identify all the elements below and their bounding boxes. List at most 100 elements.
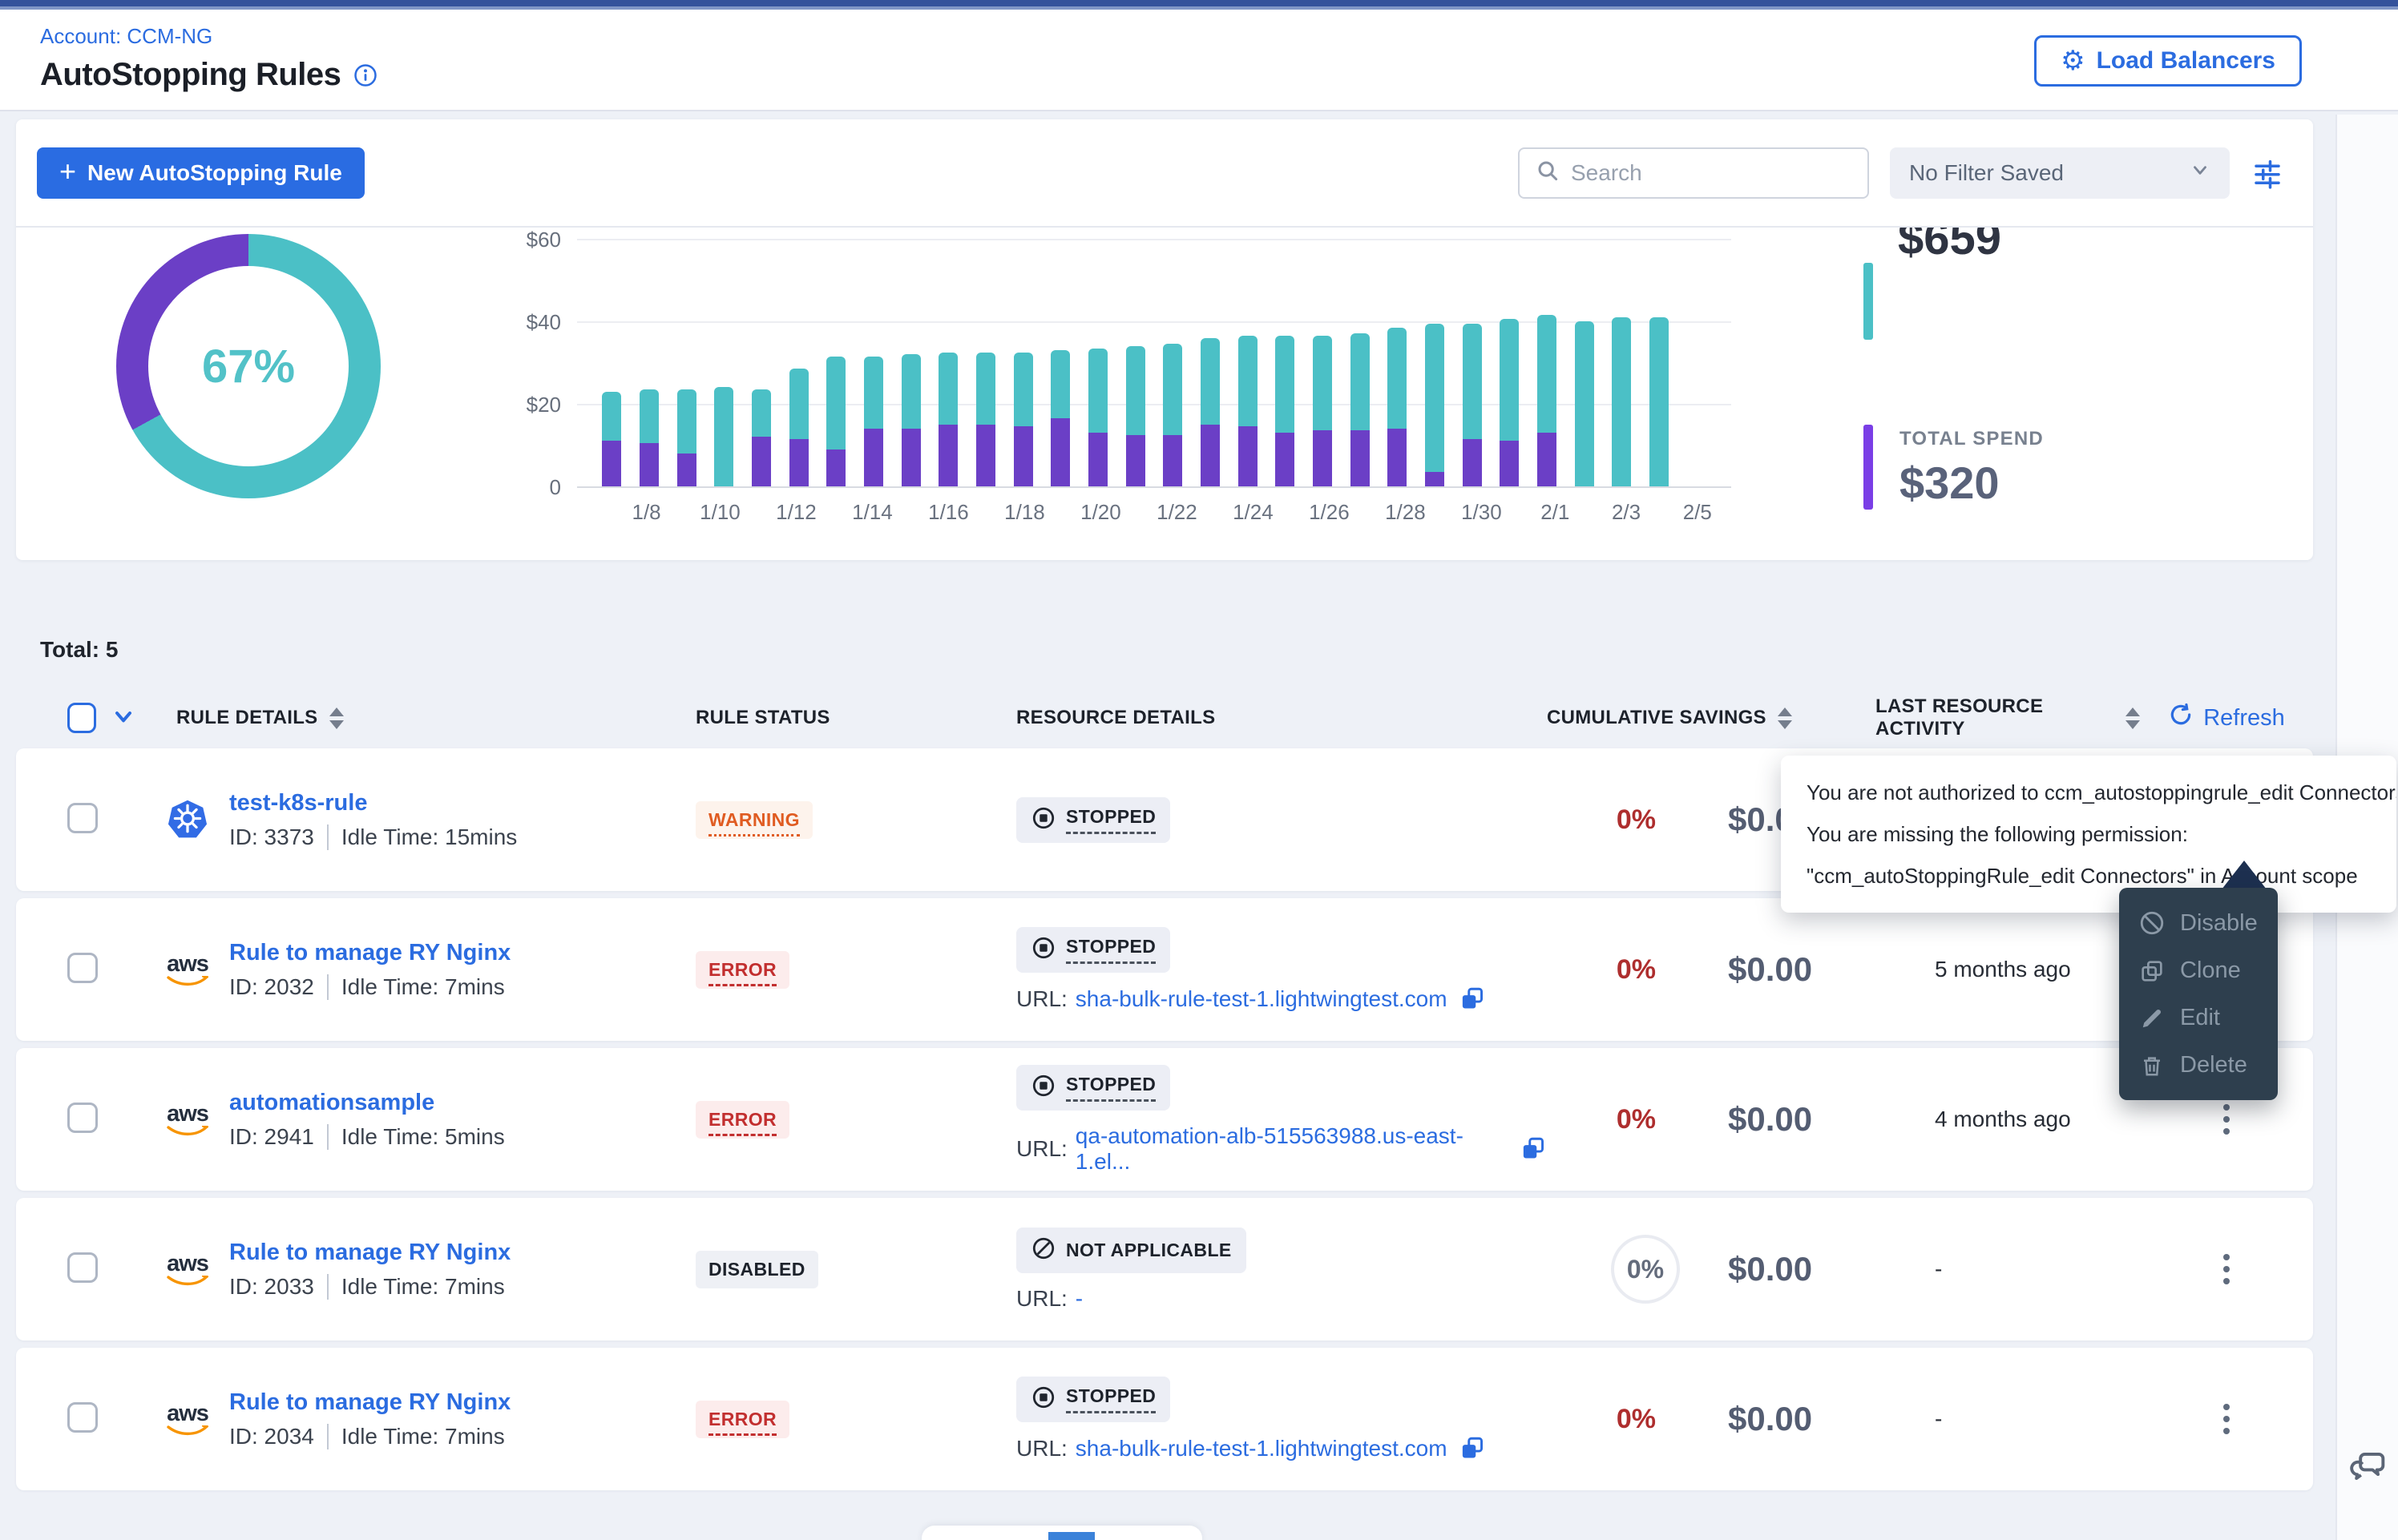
bar-1/25	[1266, 239, 1304, 486]
bar-1/13	[818, 239, 855, 486]
copy-icon[interactable]	[1459, 986, 1486, 1013]
menu-item-disable[interactable]: Disable	[2119, 899, 2278, 947]
x-tick: 2/1	[1537, 500, 1572, 525]
rule-id: ID: 2032	[229, 974, 314, 1000]
menu-caret	[2222, 861, 2267, 889]
total-spend-label: TOTAL SPEND	[1899, 428, 2044, 450]
bar-1/24	[1229, 239, 1266, 486]
load-balancers-button[interactable]: ⚙ Load Balancers	[2034, 35, 2302, 87]
tooltip-line: You are not authorized to ccm_autostoppi…	[1807, 772, 2371, 813]
chat-icon[interactable]	[2348, 1445, 2390, 1490]
resource-url-row: URL: sha-bulk-rule-test-1.lightwingtest.…	[1016, 986, 1547, 1013]
rule-name-link[interactable]: Rule to manage RY Nginx	[229, 1389, 511, 1415]
rule-status-badge[interactable]: ERROR	[696, 1401, 789, 1438]
bar-1/11	[743, 239, 781, 486]
rule-status-badge[interactable]: ERROR	[696, 1101, 789, 1139]
disable-icon	[2138, 909, 2166, 937]
idle-time: Idle Time: 15mins	[341, 824, 517, 850]
resource-url-link[interactable]: sha-bulk-rule-test-1.lightwingtest.com	[1076, 986, 1447, 1012]
bar-1/19	[1042, 239, 1080, 486]
saved-filter-select[interactable]: No Filter Saved	[1890, 147, 2230, 199]
sort-icon[interactable]	[329, 708, 344, 729]
bar-1/12	[780, 239, 818, 486]
filter-panel-icon[interactable]	[2251, 156, 2284, 190]
table-header: RULE DETAILS RULE STATUS RESOURCE DETAIL…	[16, 690, 2313, 746]
row-checkbox[interactable]	[67, 803, 98, 833]
bar-1/10	[705, 239, 743, 486]
total-savings-marker	[1863, 263, 1873, 340]
resource-url-link[interactable]: qa-automation-alb-515563988.us-east-1.el…	[1076, 1123, 1508, 1175]
rule-name-link[interactable]: Rule to manage RY Nginx	[229, 1240, 511, 1265]
rule-status-badge[interactable]: DISABLED	[696, 1251, 818, 1288]
savings-percent: 0%	[1617, 954, 1656, 985]
col-cumulative-savings[interactable]: CUMULATIVE SAVINGS	[1547, 707, 1875, 729]
new-autostopping-rule-button[interactable]: + New AutoStopping Rule	[37, 147, 365, 199]
account-breadcrumb[interactable]: Account: CCM-NG	[40, 24, 377, 49]
rule-id: ID: 3373	[229, 824, 314, 850]
x-tick: 1/20	[1080, 500, 1121, 525]
row-checkbox[interactable]	[67, 1252, 98, 1283]
bar-1/29	[1416, 239, 1454, 486]
copy-icon[interactable]	[1459, 1435, 1486, 1462]
y-tick: 0	[465, 475, 561, 500]
menu-item-delete[interactable]: Delete	[2119, 1042, 2278, 1089]
refresh-icon	[2168, 702, 2194, 734]
state-icon	[1031, 1236, 1056, 1265]
kebab-menu-icon[interactable]	[2215, 1246, 2238, 1292]
tooltip-line: "ccm_autoStoppingRule_edit Connectors" i…	[1807, 855, 2371, 897]
copy-icon[interactable]	[1520, 1135, 1547, 1163]
x-tick	[1121, 500, 1157, 525]
kebab-menu-icon[interactable]	[2215, 1096, 2238, 1143]
bar-1/15	[892, 239, 930, 486]
x-tick: 1/12	[776, 500, 817, 525]
rule-id: ID: 2034	[229, 1424, 314, 1449]
col-last-resource-activity[interactable]: LAST RESOURCE ACTIVITY	[1875, 695, 2140, 740]
idle-time: Idle Time: 7mins	[341, 1274, 505, 1300]
savings-amount: $0.00	[1691, 1100, 1812, 1138]
rule-name-link[interactable]: automationsample	[229, 1090, 434, 1115]
expand-all-chevron-icon[interactable]	[111, 703, 136, 733]
page-1-button[interactable]	[1048, 1532, 1095, 1540]
rule-name-link[interactable]: Rule to manage RY Nginx	[229, 940, 511, 966]
row-checkbox[interactable]	[67, 1402, 98, 1433]
table-row: aws Rule to manage RY Nginx ID: 2034 Idl…	[16, 1348, 2313, 1490]
rule-id: ID: 2941	[229, 1124, 314, 1150]
info-icon[interactable]	[353, 63, 377, 87]
x-tick	[1197, 500, 1233, 525]
x-tick	[1274, 500, 1309, 525]
refresh-button[interactable]: Refresh	[2140, 702, 2313, 734]
select-all-checkbox[interactable]	[67, 703, 96, 733]
state-icon	[1031, 1073, 1056, 1103]
bar-1/16	[930, 239, 967, 486]
bar-1/28	[1379, 239, 1416, 486]
x-tick: 1/14	[852, 500, 893, 525]
rule-status-badge[interactable]: WARNING	[696, 801, 813, 839]
rule-name-link[interactable]: test-k8s-rule	[229, 790, 367, 816]
resource-url-link[interactable]: -	[1076, 1286, 1083, 1312]
sort-icon[interactable]	[2126, 708, 2140, 729]
x-tick: 1/30	[1461, 500, 1502, 525]
sort-icon[interactable]	[1778, 708, 1792, 729]
menu-item-edit[interactable]: Edit	[2119, 994, 2278, 1042]
bar-1/31	[1491, 239, 1528, 486]
row-checkbox[interactable]	[67, 953, 98, 983]
row-actions-menu: DisableCloneEditDelete	[2119, 888, 2278, 1100]
x-tick	[1502, 500, 1537, 525]
bar-1/23	[1192, 239, 1229, 486]
permission-tooltip: You are not authorized to ccm_autostoppi…	[1781, 756, 2396, 913]
kebab-menu-icon[interactable]	[2215, 1396, 2238, 1442]
bar-1/30	[1453, 239, 1491, 486]
search-input[interactable]	[1571, 160, 1851, 186]
rule-status-badge[interactable]: ERROR	[696, 951, 789, 989]
col-rule-details[interactable]: RULE DETAILS	[136, 707, 665, 729]
last-activity: 5 months ago	[1875, 957, 2071, 982]
resource-url-link[interactable]: sha-bulk-rule-test-1.lightwingtest.com	[1076, 1436, 1447, 1461]
resource-state-pill: STOPPED	[1016, 1377, 1170, 1422]
menu-item-clone[interactable]: Clone	[2119, 947, 2278, 994]
state-icon	[1031, 935, 1056, 965]
row-checkbox[interactable]	[67, 1103, 98, 1133]
aws-icon: aws	[165, 1252, 210, 1287]
rule-meta: ID: 2032 Idle Time: 7mins	[229, 974, 511, 1000]
aws-icon: aws	[165, 953, 210, 987]
search-box	[1518, 147, 1869, 199]
